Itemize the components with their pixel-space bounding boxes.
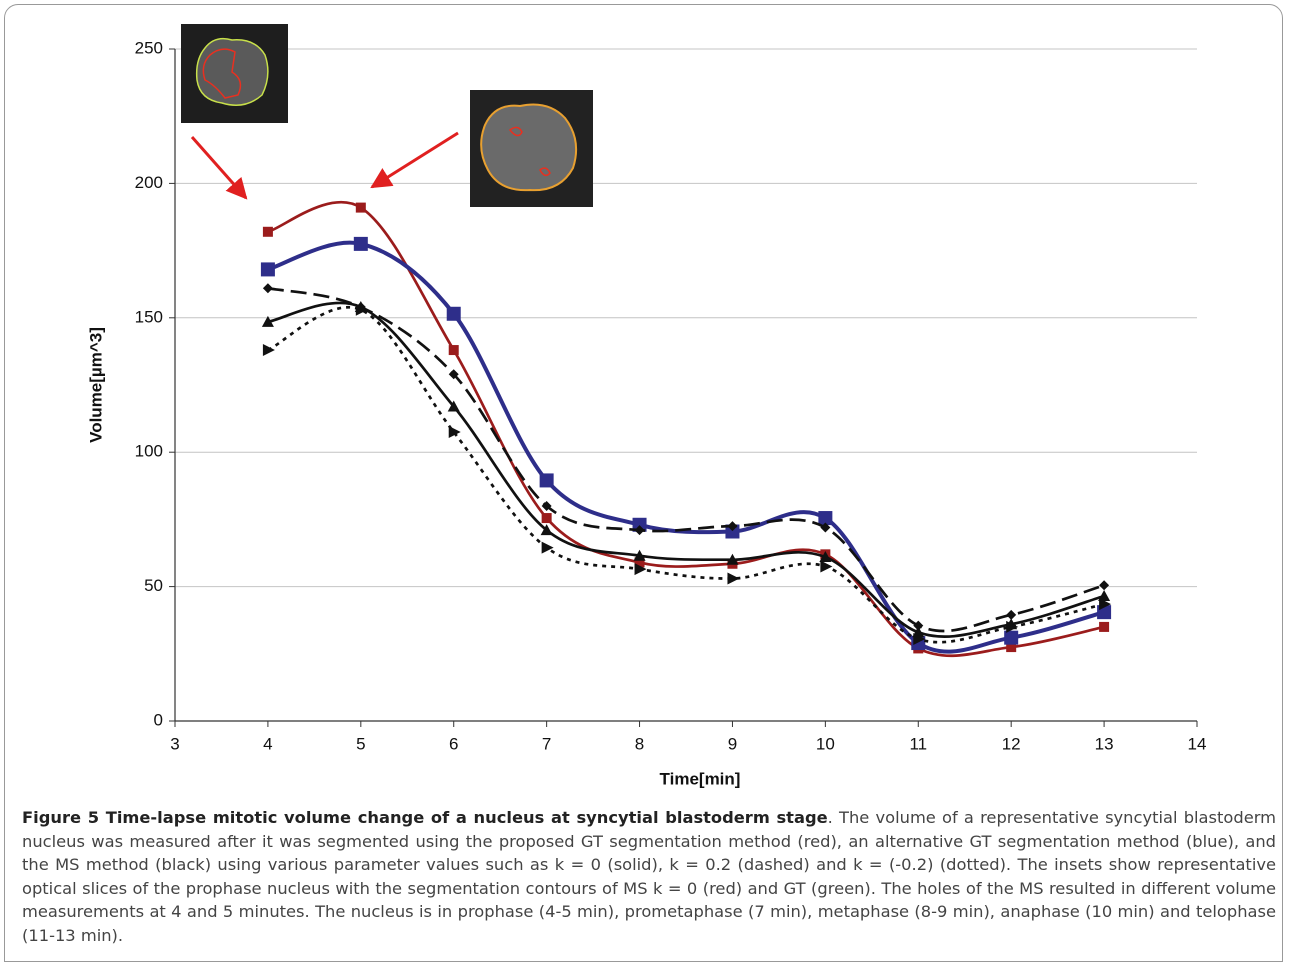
data-point [1099,598,1112,611]
data-point [820,522,831,533]
series-line [267,286,1105,633]
data-point [634,557,645,568]
x-tick-label: 3 [170,734,179,753]
data-point [446,306,461,321]
x-tick-label: 4 [263,734,272,753]
x-tick-label: 7 [542,734,551,753]
data-point [355,202,366,213]
data-point [447,400,460,412]
data-point [353,236,368,251]
x-tick-label: 8 [635,734,644,753]
data-point [448,345,459,356]
data-point [448,369,459,380]
y-tick-label: 50 [144,576,163,595]
data-point [260,262,275,277]
data-point [913,620,924,631]
x-tick-label: 14 [1188,734,1207,753]
data-point [539,473,554,488]
data-point [1099,580,1110,591]
data-point [262,344,275,357]
data-point [726,553,739,565]
caption-text: . The volume of a representative syncyti… [22,808,1276,945]
data-point [725,524,740,539]
data-point [541,513,552,524]
data-point [1099,621,1110,632]
series-line [267,240,1105,654]
data-point [1006,609,1017,620]
x-tick-label: 5 [356,734,365,753]
arrow [190,136,248,200]
y-tick-label: 200 [135,173,163,192]
x-tick-label: 12 [1002,734,1021,753]
data-point [448,426,461,439]
data-point [727,521,738,532]
data-point [727,572,740,585]
data-point [633,549,646,561]
series-line [267,306,1105,644]
data-point [541,541,554,554]
x-tick-label: 13 [1095,734,1114,753]
x-tick-label: 6 [449,734,458,753]
data-point [632,517,647,532]
data-point [355,303,368,316]
y-axis-title: Volume[µm^3] [86,327,105,443]
inset-image [181,24,288,123]
chart: 0 50 100 150 200 250 3 4 5 6 7 8 9 10 11 12 13 14 Time[mi… [86,24,1207,788]
data-point [1006,642,1017,653]
data-point [1006,620,1019,633]
data-point [261,315,274,327]
caption-title: Figure 5 Time-lapse mitotic volume chang… [22,808,828,827]
arrow [370,131,459,189]
data-point [1004,630,1019,645]
series-line [267,200,1105,658]
data-point [820,560,833,573]
x-axis-title: Time[min] [660,769,741,788]
y-tick-label: 0 [154,710,163,729]
inset-image [470,90,593,207]
y-tick-label: 150 [135,307,163,326]
y-tick-label: 100 [135,442,163,461]
x-tick-label: 10 [816,734,835,753]
figure-frame [4,4,1283,962]
x-tick-label: 11 [909,734,927,753]
data-point [1098,590,1111,602]
caption: Figure 5 Time-lapse mitotic volume chang… [22,806,1276,947]
x-tick-label: 9 [728,734,737,753]
series-line [267,301,1105,638]
data-point [262,283,273,294]
y-tick-label: 250 [135,38,163,57]
data-point [262,226,273,237]
data-point [819,551,832,563]
data-point [634,525,645,536]
data-point [913,633,926,646]
data-point [818,511,833,526]
data-point [540,524,553,536]
data-point [541,500,552,511]
data-point [634,563,647,576]
